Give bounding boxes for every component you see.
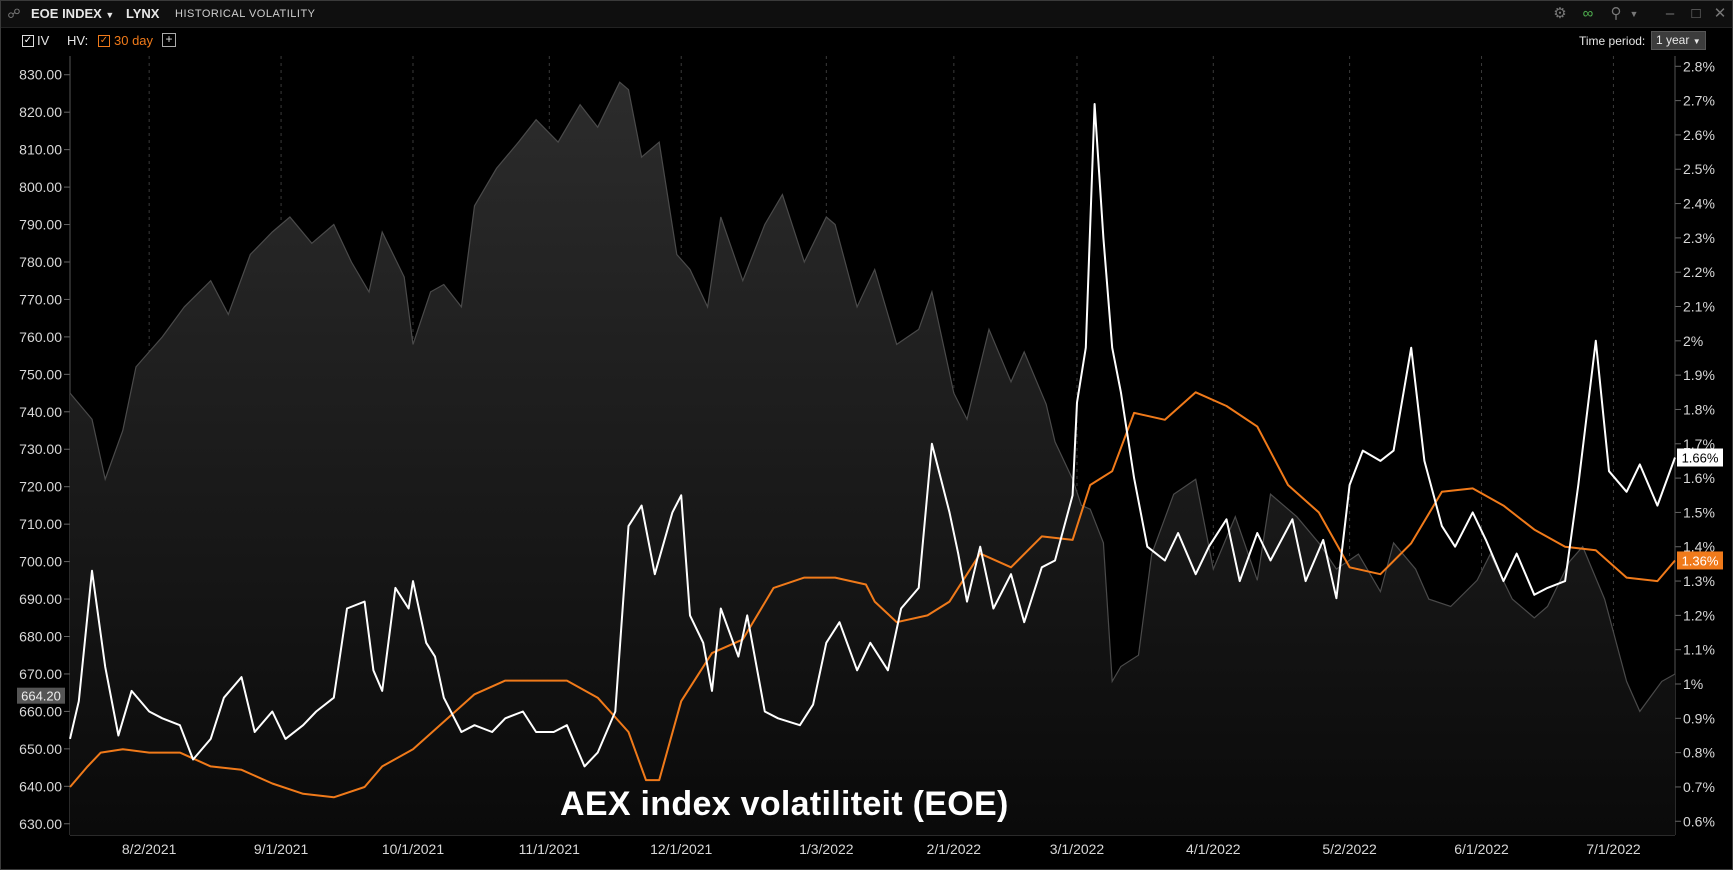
iv-line	[69, 103, 1676, 768]
time-period-select[interactable]: 1 year ▼	[1651, 31, 1706, 50]
x-tick-label: 10/1/2021	[382, 841, 444, 857]
y-left-tick-label: 750.00	[19, 366, 62, 382]
y-left-tick-label: 830.00	[19, 67, 62, 83]
hv-period-label: 30 day	[114, 33, 154, 48]
x-tick-label: 2/1/2022	[927, 841, 982, 857]
x-tick-label: 6/1/2022	[1454, 841, 1509, 857]
chevron-down-icon: ▼	[1692, 37, 1701, 46]
dropdown-caret-icon: ▼	[105, 10, 115, 20]
symbol-selector[interactable]: EOE INDEX ▼	[31, 6, 114, 21]
x-tick-label: 5/2/2022	[1322, 841, 1377, 857]
maximize-icon[interactable]: □	[1691, 5, 1701, 22]
y-right-tick-label: 1.6%	[1683, 470, 1715, 486]
y-right-tick-label: 1.5%	[1683, 504, 1715, 520]
x-tick-label: 3/1/2022	[1050, 841, 1105, 857]
y-right-tick-label: 1.3%	[1683, 573, 1715, 589]
y-left-tick-label: 680.00	[19, 629, 62, 645]
x-tick-label: 1/3/2022	[799, 841, 854, 857]
y-right-tick-label: 2.1%	[1683, 299, 1715, 315]
iv-checkbox[interactable]: ✓	[22, 35, 34, 47]
y-right-tick-label: 0.8%	[1683, 745, 1715, 761]
y-right-tick-label: 1.1%	[1683, 642, 1715, 658]
symbol-label: EOE INDEX	[31, 6, 102, 21]
minimize-icon[interactable]: –	[1665, 5, 1675, 22]
y-left-tick-label: 800.00	[19, 179, 62, 195]
time-period-label: Time period:	[1579, 34, 1646, 48]
link-icon[interactable]: ☍	[7, 6, 21, 21]
y-right-tick-label: 1.7%	[1683, 436, 1715, 452]
last-hv-label: 1.36%	[1682, 553, 1719, 568]
hv-30day-line	[69, 391, 1676, 799]
y-right-tick-label: 2.6%	[1683, 127, 1715, 143]
time-period-value: 1 year	[1656, 33, 1690, 47]
last-iv-label: 1.66%	[1682, 451, 1719, 466]
add-study-button[interactable]: +	[162, 33, 176, 47]
x-tick-label: 7/1/2022	[1586, 841, 1641, 857]
y-right-tick-label: 0.7%	[1683, 779, 1715, 795]
pin-dropdown-caret-icon[interactable]: ▼	[1629, 9, 1639, 19]
gear-icon[interactable]: ⚙	[1553, 5, 1567, 22]
y-left-tick-label: 790.00	[19, 217, 62, 233]
y-left-tick-label: 640.00	[19, 778, 62, 794]
y-left-tick-label: 690.00	[19, 591, 62, 607]
hv-checkbox[interactable]: ✓	[98, 35, 110, 47]
x-tick-label: 4/1/2022	[1186, 841, 1241, 857]
y-left-tick-label: 730.00	[19, 441, 62, 457]
chart-toolbar: ✓ IV HV: ✓ 30 day + Time period: 1 year …	[1, 28, 1732, 54]
price-line	[69, 81, 1676, 713]
y-left-tick-label: 630.00	[19, 816, 62, 832]
view-label: HISTORICAL VOLATILITY	[175, 8, 316, 20]
y-left-tick-label: 660.00	[19, 703, 62, 719]
y-left-tick-label: 810.00	[19, 142, 62, 158]
x-tick-label: 12/1/2021	[650, 841, 712, 857]
y-left-tick-label: 770.00	[19, 291, 62, 307]
y-right-tick-label: 1.9%	[1683, 367, 1715, 383]
y-left-tick-label: 820.00	[19, 104, 62, 120]
y-left-tick-label: 740.00	[19, 404, 62, 420]
price-area	[70, 82, 1675, 835]
y-right-tick-label: 2%	[1683, 333, 1703, 349]
brand-label: LYNX	[126, 6, 160, 21]
y-right-tick-label: 2.8%	[1683, 58, 1715, 74]
x-tick-label: 9/1/2021	[254, 841, 309, 857]
title-bar: ☍ EOE INDEX ▼ LYNX HISTORICAL VOLATILITY…	[1, 1, 1732, 28]
y-left-tick-label: 650.00	[19, 741, 62, 757]
last-price-label: 664.20	[21, 689, 61, 704]
chart-title: AEX index volatiliteit (EOE)	[560, 785, 1009, 823]
y-right-tick-label: 0.9%	[1683, 710, 1715, 726]
pin-icon[interactable]: ⚲	[1610, 5, 1622, 22]
y-left-tick-label: 710.00	[19, 516, 62, 532]
last-hv-badge	[1677, 551, 1723, 570]
y-right-tick-label: 2.4%	[1683, 196, 1715, 212]
hv-label: HV:	[67, 33, 89, 48]
y-left-tick-label: 780.00	[19, 254, 62, 270]
y-right-tick-label: 1.4%	[1683, 539, 1715, 555]
y-right-tick-label: 2.7%	[1683, 93, 1715, 109]
y-left-tick-label: 670.00	[19, 666, 62, 682]
close-icon[interactable]: ✕	[1713, 5, 1727, 22]
chain-link-icon[interactable]: ∞	[1582, 5, 1594, 22]
y-right-tick-label: 1%	[1683, 676, 1703, 692]
last-price-badge	[17, 687, 65, 704]
y-right-tick-label: 1.2%	[1683, 607, 1715, 623]
y-left-tick-label: 700.00	[19, 554, 62, 570]
iv-label: IV	[37, 33, 50, 48]
y-right-tick-label: 0.6%	[1683, 813, 1715, 829]
y-right-tick-label: 2.5%	[1683, 161, 1715, 177]
y-left-tick-label: 720.00	[19, 479, 62, 495]
x-tick-label: 11/1/2021	[519, 841, 580, 857]
y-right-tick-label: 1.8%	[1683, 401, 1715, 417]
y-right-tick-label: 2.3%	[1683, 230, 1715, 246]
y-left-tick-label: 760.00	[19, 329, 62, 345]
last-iv-badge	[1677, 448, 1723, 467]
y-right-tick-label: 2.2%	[1683, 264, 1715, 280]
x-tick-label: 8/2/2021	[122, 841, 177, 857]
